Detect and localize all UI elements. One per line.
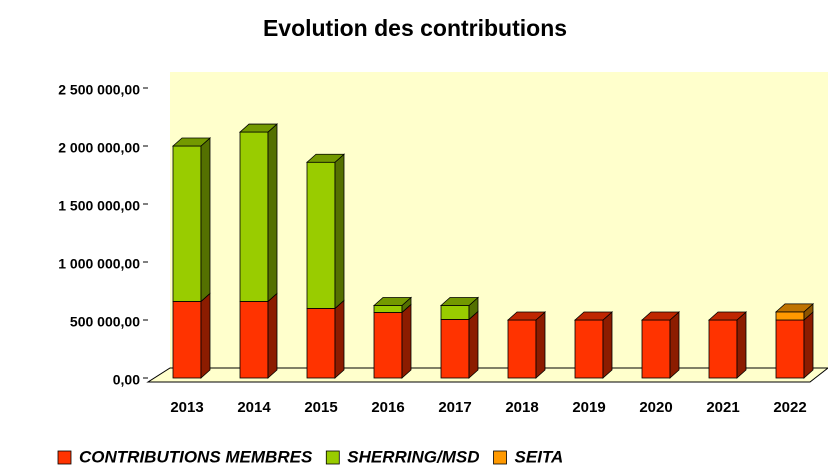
- y-tick-label: 0,00: [113, 372, 140, 388]
- legend-swatch: [325, 450, 340, 465]
- y-tick-label: 2 000 000,00: [58, 140, 140, 156]
- bar: [775, 319, 805, 379]
- legend-swatch: [493, 450, 507, 465]
- bar: [239, 301, 269, 379]
- x-tick-label: 2015: [304, 399, 337, 416]
- chart-title: Evolution des contributions: [263, 15, 567, 41]
- x-tick-label: 2016: [371, 399, 404, 416]
- x-tick-label: 2014: [237, 399, 271, 416]
- bar-side: [334, 153, 345, 310]
- x-tick-label: 2021: [706, 399, 739, 416]
- x-tick-label: 2019: [572, 399, 605, 416]
- x-tick-label: 2013: [170, 399, 203, 416]
- bar-top: [640, 311, 681, 321]
- bar-side: [736, 311, 747, 379]
- bar: [306, 307, 336, 379]
- bar-side: [803, 311, 814, 379]
- x-tick-label: 2017: [438, 399, 471, 416]
- bar-side: [200, 292, 211, 379]
- bar: [641, 319, 671, 379]
- bar: [373, 305, 403, 313]
- y-tick-label: 1 000 000,00: [58, 256, 140, 272]
- bar-side: [267, 292, 278, 379]
- bar: [172, 145, 202, 302]
- legend-label: SHERRING/MSD: [347, 447, 479, 466]
- bar-top: [573, 311, 614, 321]
- bar-top: [238, 123, 279, 133]
- legend-swatch: [57, 450, 72, 465]
- bar-side: [468, 310, 479, 379]
- bar-side: [334, 299, 345, 379]
- bar: [775, 311, 805, 321]
- x-tick-label: 2020: [639, 399, 672, 416]
- bar-top: [439, 297, 480, 306]
- y-tick-label: 1 500 000,00: [58, 198, 140, 214]
- bar-side: [267, 123, 278, 303]
- y-tick-label: 2 500 000,00: [58, 82, 140, 98]
- bar: [306, 161, 336, 309]
- bar-side: [669, 311, 680, 379]
- legend-label: CONTRIBUTIONS MEMBRES: [79, 447, 313, 466]
- bar: [574, 319, 604, 379]
- bar-side: [535, 311, 546, 379]
- bar-top: [506, 311, 547, 321]
- legend-label: SEITA: [515, 447, 564, 466]
- x-tick-label: 2022: [773, 399, 806, 416]
- y-tick-label: 500 000,00: [70, 314, 140, 330]
- bar-side: [602, 311, 613, 379]
- bar: [440, 319, 470, 379]
- bar-side: [401, 303, 412, 379]
- bar-top: [372, 297, 413, 306]
- bar: [507, 319, 537, 379]
- bar: [172, 301, 202, 379]
- bar: [373, 312, 403, 379]
- bar-side: [200, 137, 211, 303]
- bar: [708, 319, 738, 379]
- bar-top: [707, 311, 748, 321]
- bar-top: [171, 137, 212, 147]
- bar-top: [305, 153, 346, 163]
- bar-top: [774, 303, 815, 313]
- bar: [440, 305, 470, 320]
- x-tick-label: 2018: [505, 399, 538, 416]
- bar: [239, 131, 269, 302]
